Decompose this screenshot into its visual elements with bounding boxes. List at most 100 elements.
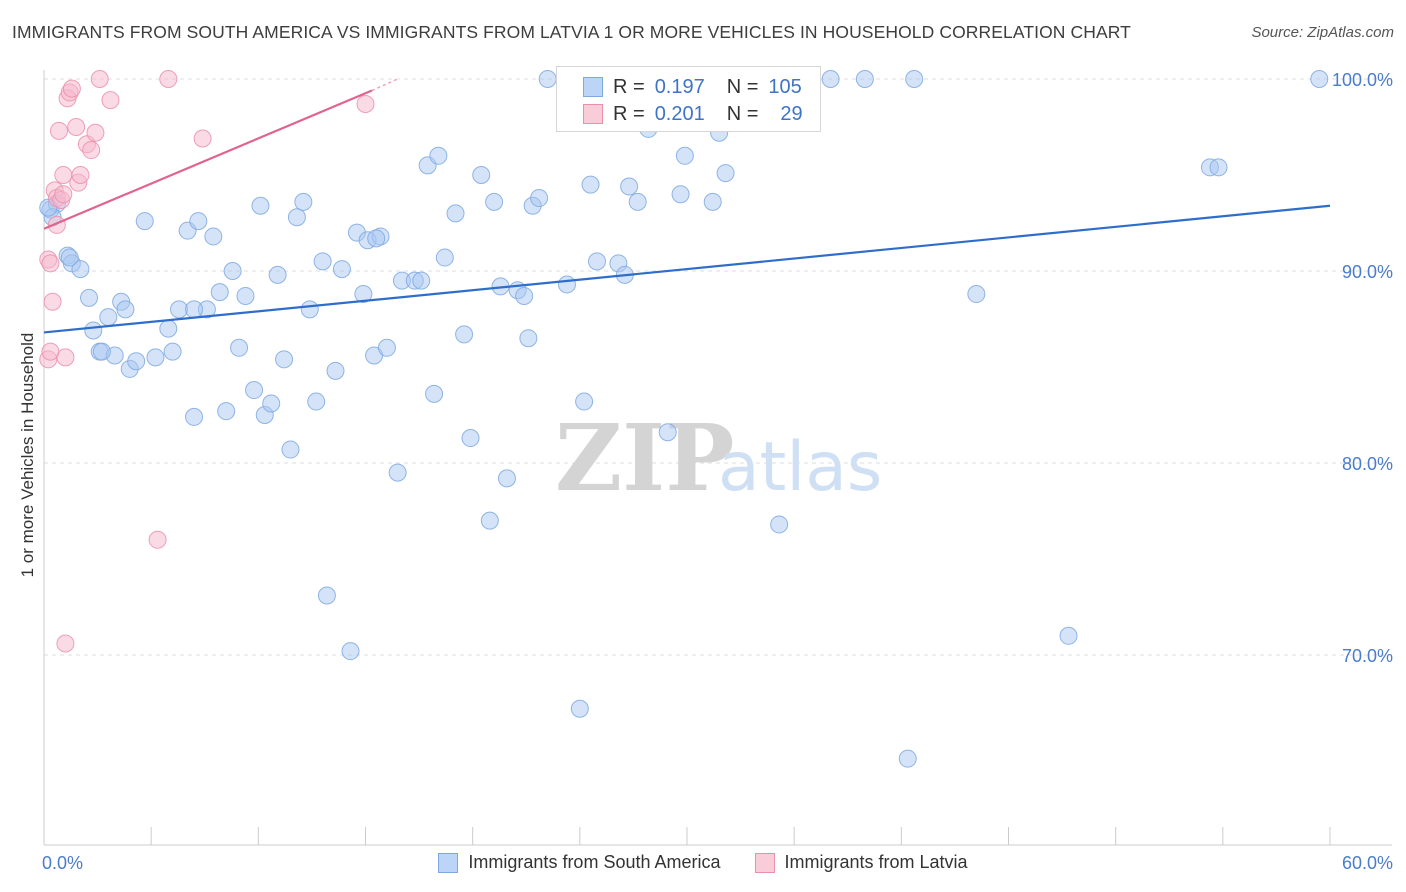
south-america-point (84, 321, 103, 340)
south-america-point (628, 192, 647, 211)
x-tick-label: 0.0% (42, 853, 83, 873)
latvia-point (148, 530, 167, 549)
n-label: N = (726, 75, 759, 98)
south-america-point (300, 300, 319, 319)
south-america-point (185, 407, 204, 426)
south-america-point (703, 192, 722, 211)
south-america-point (658, 423, 677, 442)
south-america-swatch (583, 77, 603, 97)
south-america-point (770, 515, 789, 534)
south-america-point (210, 283, 229, 302)
south-america-point (587, 252, 606, 271)
south-america-point (675, 146, 694, 165)
south-america-point (92, 342, 111, 361)
south-america-point (127, 352, 146, 371)
r-value-south-america: 0.197 (654, 75, 705, 98)
trend-lines (43, 78, 1331, 334)
south-america-point (60, 248, 79, 267)
axes (43, 70, 1392, 846)
latvia-point (50, 121, 69, 140)
trend-line-latvia (43, 89, 373, 230)
south-america-point (1059, 626, 1078, 645)
stats-box: R = 0.197 N = 105 R = 0.201 N = 29 (556, 66, 821, 132)
south-america-point (1209, 158, 1228, 177)
south-america-point (435, 248, 454, 267)
south-america-point (570, 699, 589, 718)
south-america-point (821, 70, 840, 88)
south-america-point (287, 208, 306, 227)
south-america-point (307, 392, 326, 411)
latvia-point (41, 342, 60, 361)
chart-title: IMMIGRANTS FROM SOUTH AMERICA VS IMMIGRA… (12, 22, 1131, 42)
south-america-point (275, 350, 294, 369)
watermark-zip: ZIP (555, 404, 734, 512)
south-america-point (268, 265, 287, 284)
south-america-point (317, 586, 336, 605)
south-america-point (135, 212, 154, 231)
data-points (39, 70, 1329, 768)
latvia-point (54, 185, 73, 204)
south-america-point (71, 260, 90, 279)
south-america-point (905, 70, 924, 88)
south-america-point (497, 469, 516, 488)
south-america-point (898, 749, 917, 768)
south-america-point (313, 252, 332, 271)
south-america-point (185, 300, 204, 319)
south-america-point (446, 204, 465, 223)
south-america-point (223, 262, 242, 280)
latvia-point (56, 634, 75, 653)
latvia-point (41, 254, 60, 273)
south-america-point (163, 342, 182, 361)
legend-label-south-america: Immigrants from South America (468, 852, 721, 872)
south-america-point (388, 463, 407, 482)
legend-item-south-america[interactable]: Immigrants from South America (438, 852, 721, 873)
source-credit: Source: ZipAtlas.com (1251, 24, 1394, 41)
latvia-point (86, 123, 105, 142)
south-america-point (967, 285, 986, 304)
south-america-point (461, 429, 480, 448)
latvia-point (82, 141, 101, 160)
y-tick-label: 90.0% (1342, 262, 1393, 282)
r-value-latvia: 0.201 (654, 102, 705, 125)
south-america-point (671, 185, 690, 204)
y-tick-label: 70.0% (1342, 646, 1393, 666)
south-america-point (80, 288, 99, 307)
south-america-point (189, 212, 208, 231)
south-america-point (230, 338, 249, 357)
south-america-point (341, 642, 360, 661)
south-america-point (455, 325, 474, 344)
south-america-point (236, 286, 255, 305)
n-value-latvia: 29 (780, 102, 803, 125)
watermark-atlas: atlas (718, 428, 882, 507)
y-tick-label: 80.0% (1342, 454, 1393, 474)
south-america-point (281, 440, 300, 459)
south-america-point (716, 164, 735, 183)
south-america-point (429, 146, 448, 165)
south-america-point (1310, 70, 1329, 88)
south-america-point (367, 229, 386, 248)
latvia-point (101, 91, 120, 110)
south-america-point (262, 394, 281, 413)
south-america-point (530, 189, 549, 208)
south-america-point (326, 361, 345, 380)
south-america-point (519, 329, 538, 348)
latvia-point (43, 292, 62, 311)
south-america-point (146, 348, 165, 367)
trend-line-latvia-extension (371, 78, 398, 92)
south-america-point (294, 192, 313, 211)
n-label: N = (726, 102, 759, 125)
legend-item-latvia[interactable]: Immigrants from Latvia (754, 852, 968, 873)
south-america-point (412, 271, 431, 290)
tick-labels: 100.0% 90.0% 80.0% 70.0% 0.0% 60.0% (42, 70, 1393, 873)
latvia-point (159, 70, 178, 88)
south-america-point (245, 381, 264, 400)
south-america-point (581, 175, 600, 194)
south-america-point (485, 192, 504, 211)
south-america-point (515, 286, 534, 305)
latvia-point (90, 70, 109, 88)
stats-row-latvia: R = 0.201 N = 29 (557, 100, 803, 128)
south-america-point (159, 319, 178, 338)
south-america-point (538, 70, 557, 88)
south-america-point (99, 308, 118, 327)
